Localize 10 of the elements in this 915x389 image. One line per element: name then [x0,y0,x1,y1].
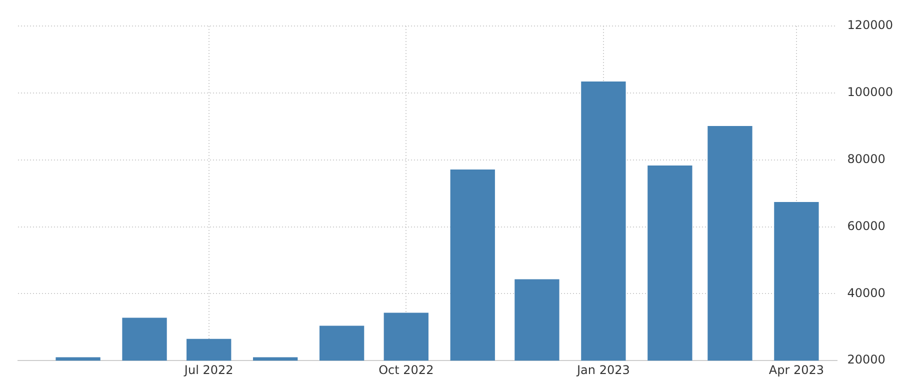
x-tick-label: Jan 2023 [576,362,630,377]
y-tick-label: 80000 [847,152,886,166]
y-tick-label: 120000 [847,18,894,32]
y-tick-label: 20000 [847,352,886,367]
y-tick-label: 40000 [847,286,886,300]
y-tick-label: 60000 [847,218,886,233]
x-tick-label: Apr 2023 [768,362,824,377]
y-tick-label: 100000 [847,85,894,100]
x-tick-label: Oct 2022 [378,362,434,377]
x-tick-label: Jul 2022 [183,362,234,377]
